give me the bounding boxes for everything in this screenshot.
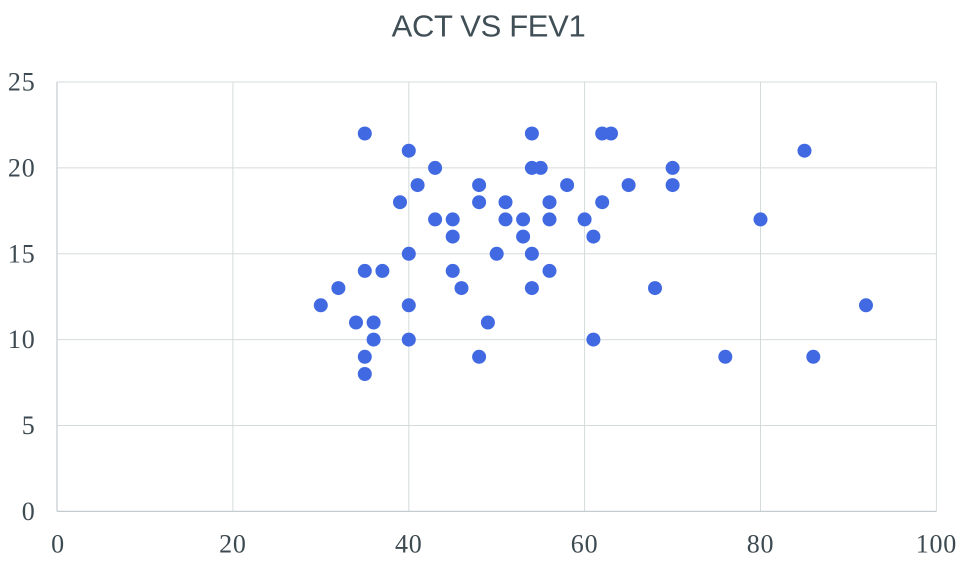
svg-text:25: 25 — [8, 68, 36, 97]
svg-text:40: 40 — [395, 530, 423, 559]
svg-text:ACT VS FEV1: ACT VS FEV1 — [392, 8, 586, 43]
svg-text:15: 15 — [8, 239, 36, 268]
svg-text:20: 20 — [219, 530, 247, 559]
svg-text:0: 0 — [22, 497, 36, 526]
svg-text:10: 10 — [8, 325, 36, 354]
svg-text:0: 0 — [51, 530, 65, 559]
svg-text:5: 5 — [22, 411, 36, 440]
svg-text:100: 100 — [916, 530, 957, 559]
svg-text:80: 80 — [747, 530, 775, 559]
svg-text:60: 60 — [571, 530, 599, 559]
svg-text:20: 20 — [8, 154, 36, 183]
